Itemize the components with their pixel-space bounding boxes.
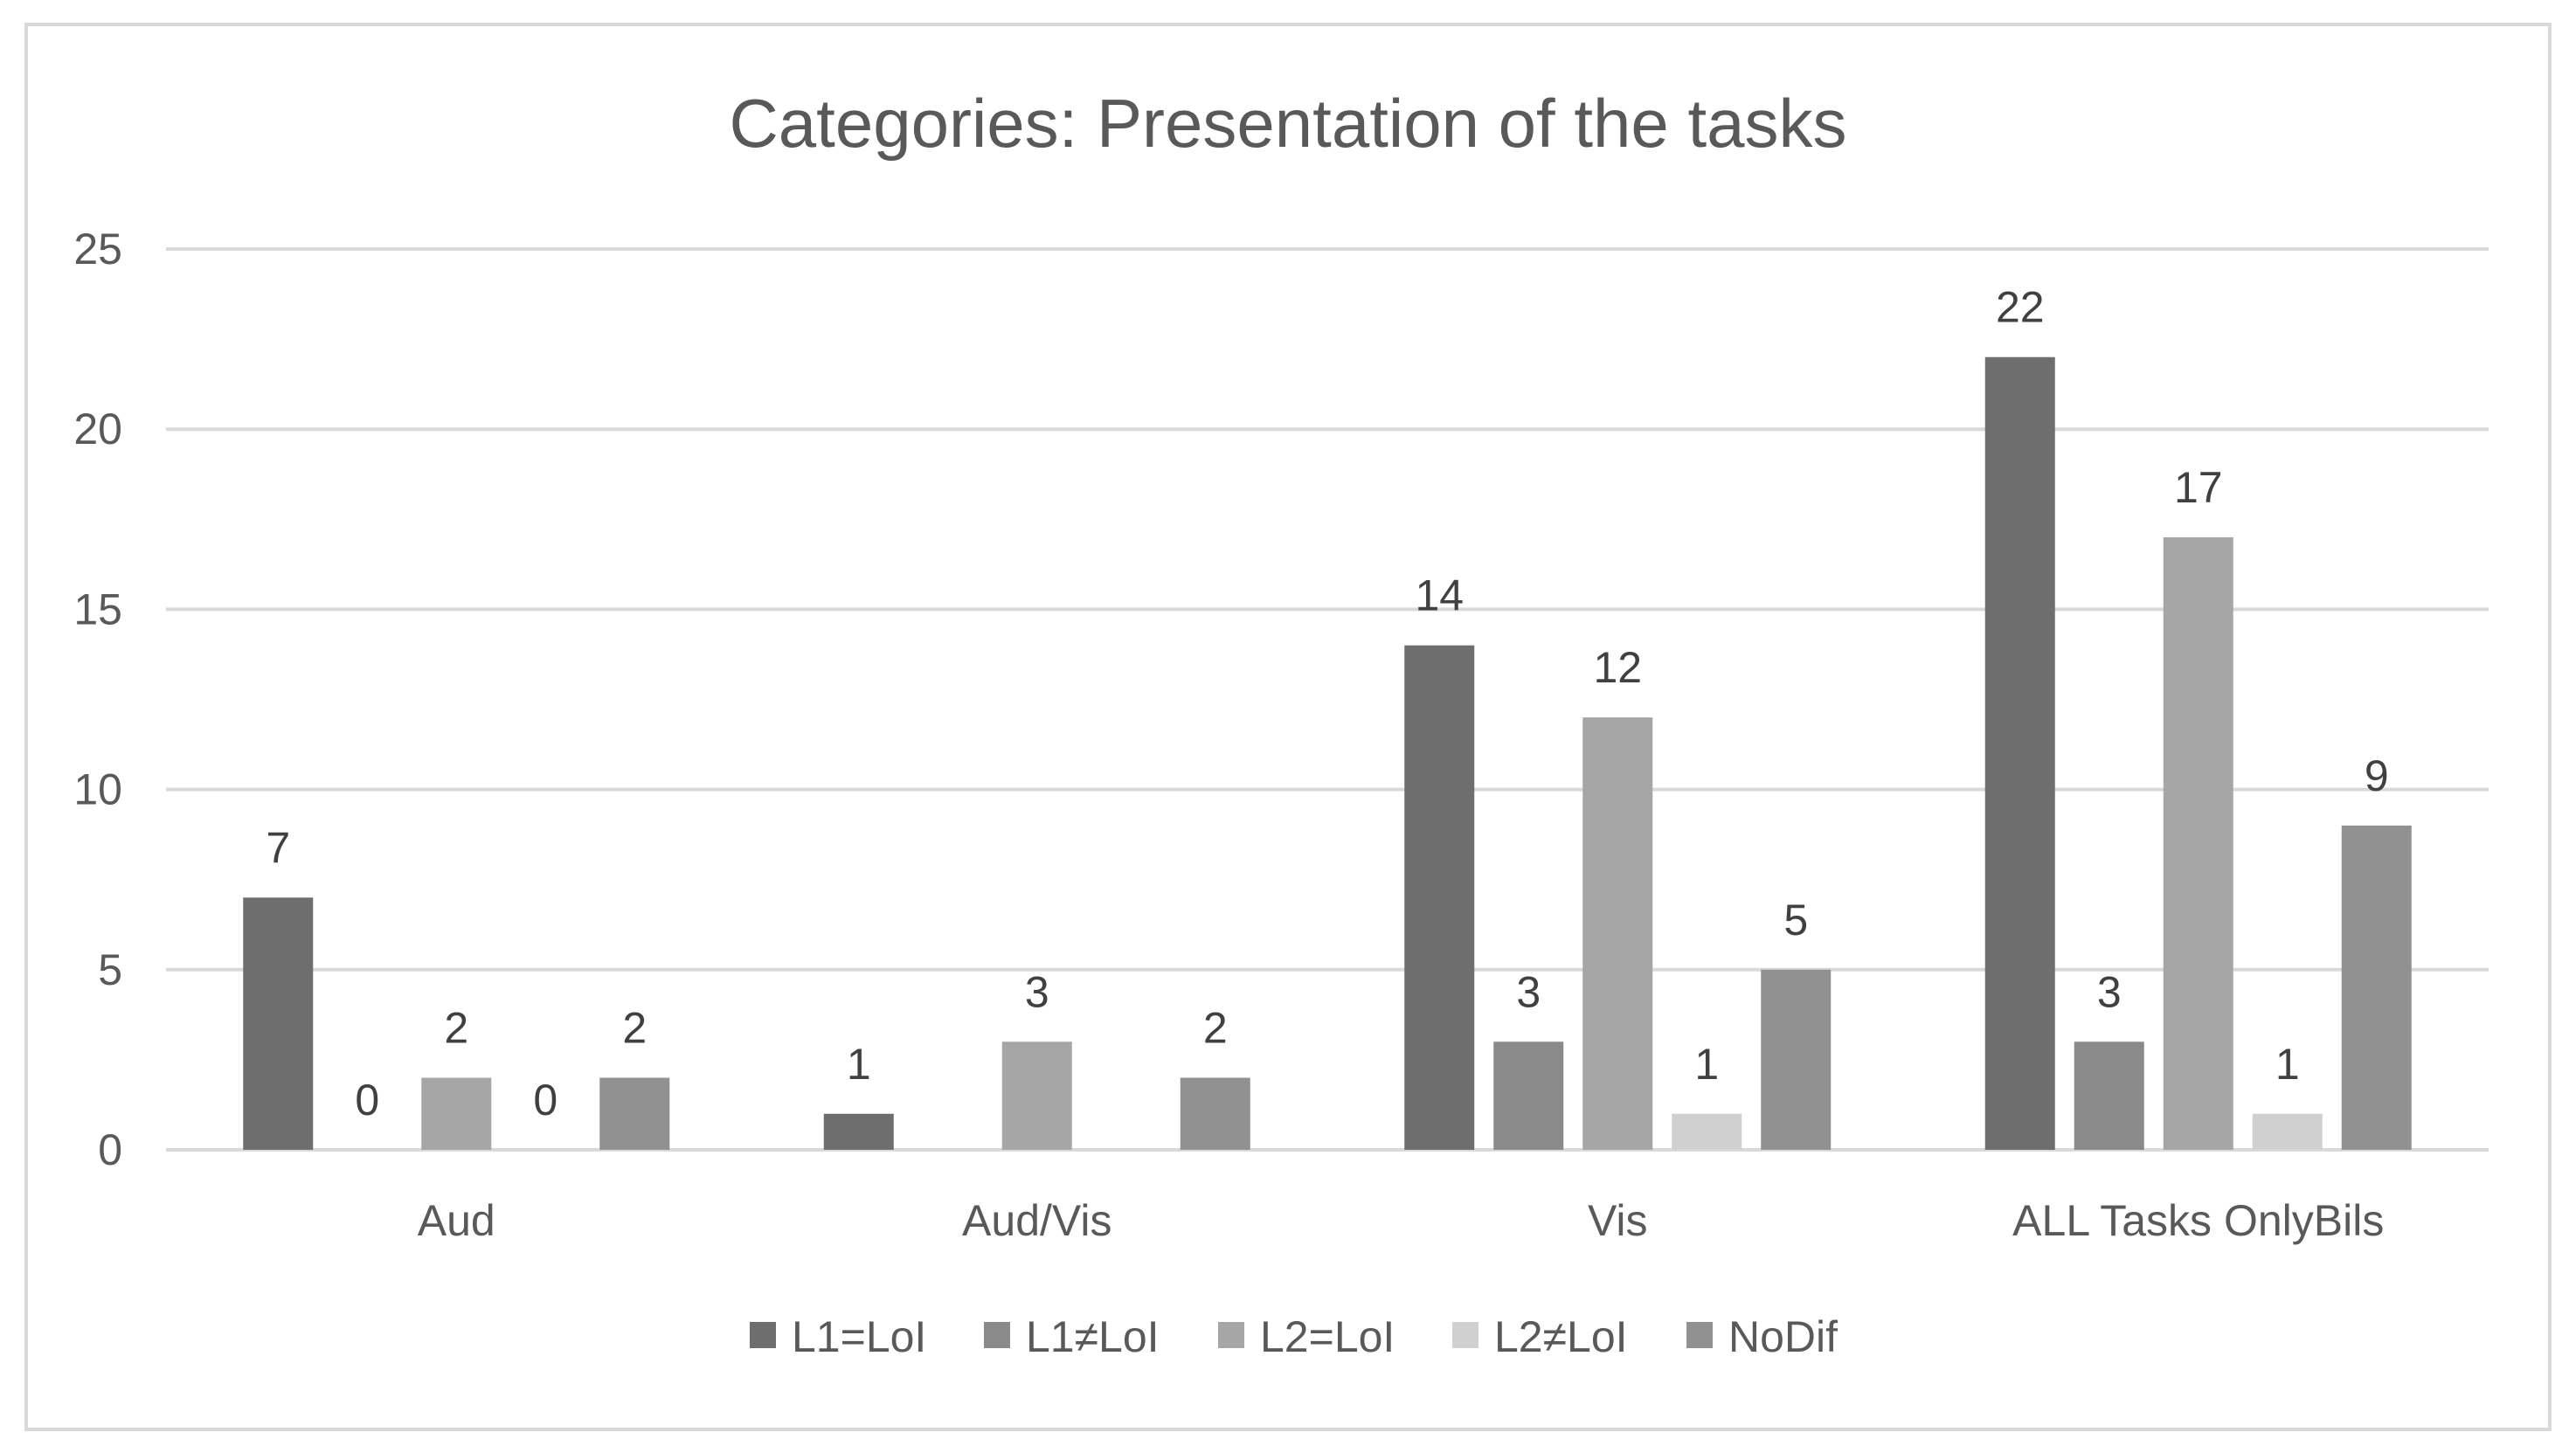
bar — [1582, 717, 1653, 1150]
data-label: 5 — [1783, 896, 1808, 944]
data-labels: 7 0 2 0 2 1 3 2 14 3 12 1 5 22 3 17 1 9 — [266, 283, 2388, 1124]
bar — [2163, 536, 2233, 1150]
bar — [243, 897, 314, 1150]
legend-label: NoDif — [1728, 1312, 1838, 1361]
legend-swatch — [1686, 1322, 1713, 1348]
data-label: 3 — [1516, 967, 1541, 1016]
legend-swatch — [750, 1322, 776, 1348]
x-category-label: ALL Tasks OnlyBils — [2012, 1196, 2384, 1245]
bar — [1984, 356, 2055, 1151]
bar — [2074, 1041, 2144, 1150]
bar — [1001, 1041, 1072, 1150]
y-tick-label: 0 — [98, 1125, 122, 1174]
legend-swatch — [1452, 1322, 1478, 1348]
bar — [421, 1077, 492, 1150]
y-axis-ticks: 0 5 10 15 20 25 — [73, 225, 122, 1174]
legend-item: L2=LoI — [1218, 1312, 1395, 1361]
legend-item: L2≠LoI — [1452, 1312, 1628, 1361]
legend-swatch — [984, 1322, 1010, 1348]
legend-swatch — [1218, 1322, 1244, 1348]
y-tick-label: 20 — [73, 405, 122, 453]
data-label: 1 — [2275, 1040, 2300, 1089]
bar — [2341, 825, 2412, 1150]
bar — [1761, 969, 1832, 1150]
y-tick-label: 25 — [73, 225, 122, 273]
data-label: 2 — [622, 1004, 647, 1053]
bar — [2252, 1113, 2323, 1150]
gridlines — [166, 247, 2489, 1152]
data-label: 12 — [1593, 643, 1642, 692]
data-label: 22 — [1996, 283, 2045, 332]
x-category-label: Aud/Vis — [962, 1196, 1111, 1245]
x-axis-categories: Aud Aud/Vis Vis ALL Tasks OnlyBils — [418, 1196, 2385, 1245]
data-label: 3 — [2097, 967, 2122, 1016]
data-label: 14 — [1415, 571, 1464, 620]
y-tick-label: 15 — [73, 585, 122, 633]
legend-label: L2≠LoI — [1494, 1312, 1628, 1361]
legend-item: L1=LoI — [750, 1312, 926, 1361]
bar — [1493, 1041, 1564, 1150]
chart-title: Categories: Presentation of the tasks — [729, 85, 1846, 162]
bar — [1672, 1113, 1742, 1150]
data-label: 7 — [266, 823, 290, 872]
data-label: 2 — [1203, 1004, 1228, 1053]
legend-label: L1≠LoI — [1026, 1312, 1160, 1361]
bar — [823, 1113, 894, 1150]
data-label: 0 — [355, 1076, 379, 1124]
legend-item: NoDif — [1686, 1312, 1838, 1361]
bars — [243, 356, 2412, 1151]
x-category-label: Aud — [418, 1196, 495, 1245]
legend-item: L1≠LoI — [984, 1312, 1160, 1361]
x-category-label: Vis — [1588, 1196, 1648, 1245]
bar — [1180, 1077, 1250, 1150]
data-label: 17 — [2174, 463, 2223, 512]
legend-label: L2=LoI — [1260, 1312, 1395, 1361]
data-label: 3 — [1025, 967, 1049, 1016]
data-label: 1 — [847, 1040, 871, 1089]
legend-label: L1=LoI — [792, 1312, 926, 1361]
chart-frame — [24, 23, 2552, 1431]
y-tick-label: 5 — [98, 945, 122, 994]
bar — [599, 1077, 670, 1150]
y-tick-label: 10 — [73, 765, 122, 814]
data-label: 9 — [2365, 751, 2389, 800]
bar — [1404, 645, 1475, 1150]
data-label: 1 — [1694, 1040, 1719, 1089]
data-label: 2 — [444, 1004, 468, 1053]
legend: L1=LoI L1≠LoI L2=LoI L2≠LoI NoDif — [750, 1312, 1838, 1361]
data-label: 0 — [533, 1076, 557, 1124]
